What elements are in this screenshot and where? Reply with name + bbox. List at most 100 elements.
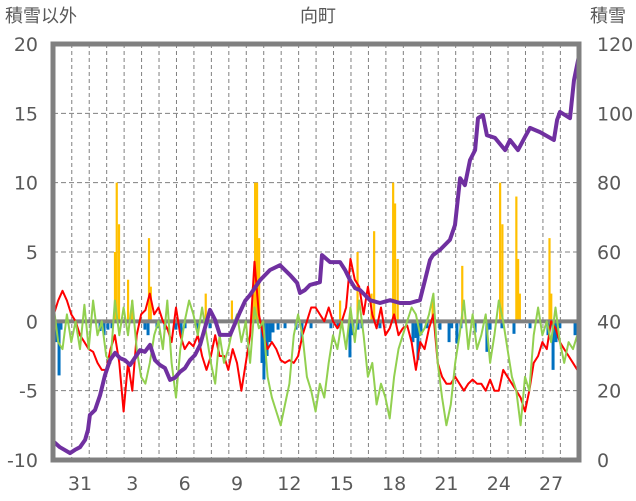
orange-bar [392, 182, 395, 322]
blue-bar [356, 321, 360, 330]
orange-bar [115, 182, 118, 322]
orange-bar [149, 286, 152, 322]
blue-bar [419, 321, 423, 336]
blue-bar [558, 321, 562, 329]
blue-bar [195, 321, 199, 330]
blue-bar [260, 321, 264, 363]
blue-bar [329, 321, 333, 329]
left-tick-label: 20 [14, 34, 38, 56]
blue-bar [283, 321, 287, 329]
right-tick-label: 0 [597, 450, 609, 472]
blue-bar [262, 321, 266, 380]
x-tick-label: 31 [68, 473, 92, 495]
blue-bar [455, 321, 459, 344]
orange-bar [255, 182, 259, 322]
orange-bar [254, 182, 257, 322]
blue-bar [265, 321, 269, 356]
orange-bar [117, 224, 121, 322]
blue-bar [57, 321, 61, 376]
blue-bar [102, 321, 106, 336]
lines [52, 54, 582, 456]
blue-bar [268, 321, 272, 343]
green-series-line [52, 292, 579, 427]
x-tick-label: 3 [126, 473, 138, 495]
plot-border [50, 41, 582, 463]
blue-bar [528, 321, 532, 329]
snow-depth-line [52, 54, 582, 456]
orange-bar [230, 300, 234, 322]
orange-bar [461, 265, 464, 322]
orange-bar [501, 224, 504, 322]
x-tick-label: 18 [382, 473, 406, 495]
blue-bar [336, 321, 340, 329]
right-tick-label: 100 [597, 103, 633, 125]
orange-bar [204, 293, 207, 322]
blue-bar [378, 321, 382, 329]
left-tick-label: -10 [7, 450, 38, 472]
blue-bar [414, 321, 418, 338]
red-series-line [52, 257, 579, 413]
orange-bar [113, 252, 117, 322]
blue-bar [59, 321, 63, 330]
grid [53, 44, 579, 460]
blue-bar [106, 321, 110, 330]
orange-bar [550, 293, 553, 322]
right-tick-label: 40 [597, 311, 621, 333]
x-tick-label: 24 [487, 473, 511, 495]
orange-bar [126, 279, 130, 322]
blue-bar [500, 321, 504, 329]
left-tick-label: 15 [14, 103, 38, 125]
right-axis-title: 積雪 [590, 6, 626, 27]
blue-bar [309, 321, 313, 329]
blue-bar [438, 321, 442, 330]
blue-bar [416, 321, 420, 361]
orange-bar [548, 238, 551, 322]
left-tick-label: 10 [14, 173, 38, 195]
orange-bar [373, 231, 376, 322]
x-tick-label: 15 [330, 473, 354, 495]
blue-bar [110, 321, 114, 329]
orange-bar [515, 196, 518, 322]
blue-bar [271, 321, 275, 333]
blue-bar [512, 321, 516, 334]
orange-bar [339, 300, 342, 322]
orange-bar [147, 238, 151, 322]
blue-bar [146, 321, 150, 336]
blue-bar [276, 321, 280, 330]
tick-labels: 20 15 10 5 0 -5 -10 120 100 80 60 40 20 0 31 3 6 9 12 15 18 2… [7, 34, 633, 495]
orange-bar [356, 252, 359, 322]
left-tick-label: 5 [26, 242, 38, 264]
blue-bar [208, 321, 212, 329]
orange-bar [499, 182, 502, 322]
blue-bar [573, 321, 577, 336]
x-tick-label: 12 [277, 473, 301, 495]
blue-bar [174, 321, 178, 330]
x-tick-label: 27 [539, 473, 563, 495]
orange-bar [516, 258, 520, 322]
right-tick-label: 80 [597, 173, 621, 195]
left-axis-title: 積雪以外 [5, 6, 77, 27]
right-tick-label: 20 [597, 381, 621, 403]
right-tick-label: 120 [597, 34, 633, 56]
blue-bar [488, 321, 492, 330]
blue-bar [179, 321, 183, 336]
blue-bar [450, 321, 454, 329]
blue-bar [447, 321, 451, 343]
plot-frame [50, 41, 582, 463]
x-tick-label: 6 [179, 473, 191, 495]
left-tick-label: 0 [26, 311, 38, 333]
orange-bar [431, 300, 434, 322]
blue-bar [551, 321, 555, 370]
blue-bar [143, 321, 147, 330]
blue-bar [348, 321, 352, 358]
orange-bar [393, 203, 397, 322]
blue-bar [425, 321, 429, 329]
orange-bar [518, 293, 521, 322]
x-tick-label: 9 [231, 473, 243, 495]
chart-title: 向町 [300, 6, 336, 27]
orange-bar [131, 300, 134, 322]
right-tick-label: 60 [597, 242, 621, 264]
orange-bar [396, 258, 399, 322]
x-tick-label: 21 [434, 473, 458, 495]
